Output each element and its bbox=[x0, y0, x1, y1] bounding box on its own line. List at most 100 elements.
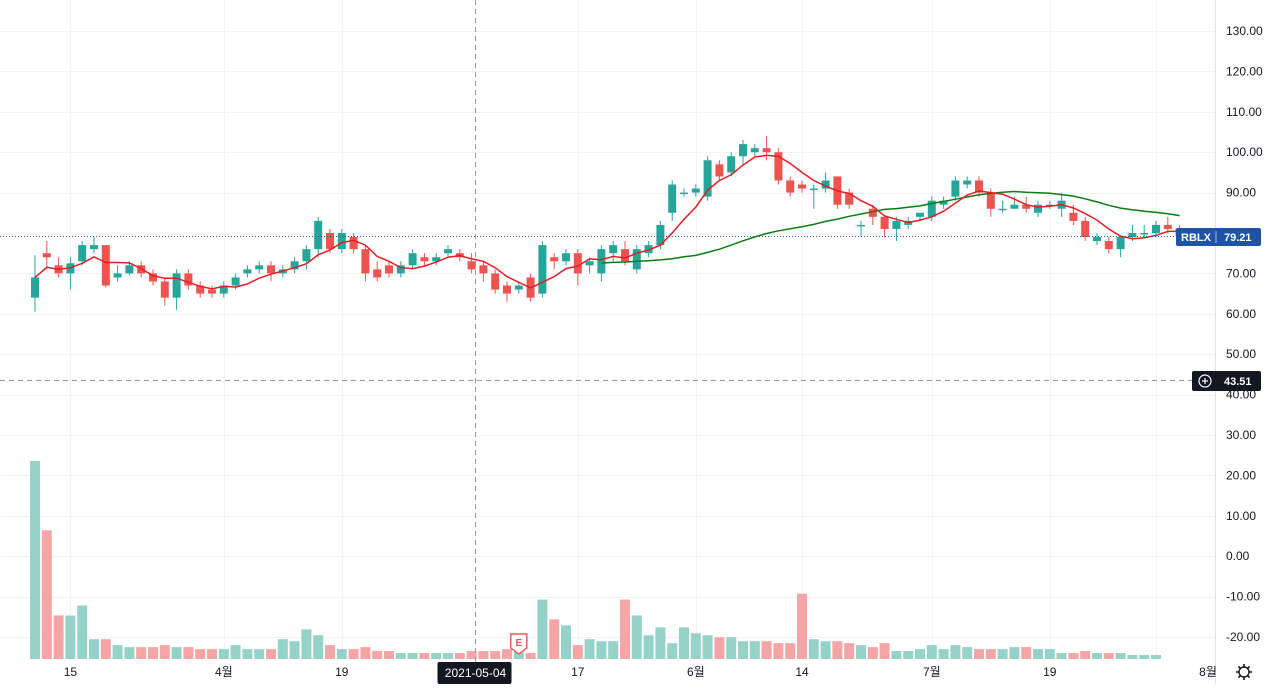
candle-body-49 bbox=[609, 245, 618, 254]
volume-bar-70 bbox=[856, 645, 866, 659]
volume-bar-81 bbox=[985, 649, 996, 659]
volume-bar-74 bbox=[903, 651, 914, 659]
volume-bar-9 bbox=[136, 647, 147, 659]
candle-body-46 bbox=[573, 253, 582, 274]
volume-bar-44 bbox=[549, 619, 560, 659]
settings-gear-icon[interactable] bbox=[1238, 666, 1250, 678]
candle-body-82 bbox=[998, 208, 1007, 211]
volume-bar-14 bbox=[195, 649, 206, 659]
chart-settings[interactable] bbox=[1236, 664, 1252, 680]
candle-body-66 bbox=[809, 188, 818, 191]
time-axis[interactable]: 15 4월 19 17 6월 14 7월 19 8월 bbox=[64, 665, 1217, 679]
candle-body-39 bbox=[491, 273, 500, 290]
volume-bar-7 bbox=[112, 645, 123, 659]
y-tick-label-12: 10.00 bbox=[1226, 509, 1256, 523]
price-axis[interactable]: 130.00120.00110.00100.0090.0080.0070.006… bbox=[1226, 24, 1263, 644]
candle-body-95 bbox=[1152, 224, 1160, 233]
candle-body-83 bbox=[1010, 204, 1019, 209]
volume-bar-8 bbox=[124, 647, 135, 659]
crosshair bbox=[0, 0, 1215, 662]
candle-body-22 bbox=[290, 261, 299, 270]
candle-body-71 bbox=[868, 208, 877, 217]
volume-bar-91 bbox=[1103, 653, 1114, 659]
symbol-label: RBLX bbox=[1181, 232, 1212, 244]
candle-body-52 bbox=[644, 245, 653, 254]
volume-bar-21 bbox=[277, 639, 288, 659]
crosshair-date-label: 2021-05-04 bbox=[445, 666, 507, 680]
volume-bar-31 bbox=[395, 653, 406, 659]
symbol-price-badge-bg bbox=[1176, 228, 1261, 246]
candle-body-75 bbox=[916, 212, 924, 217]
settings-gear-teeth bbox=[1236, 664, 1252, 680]
volume-bar-6 bbox=[100, 639, 111, 659]
volume-bar-58 bbox=[714, 637, 725, 659]
candle-body-50 bbox=[621, 249, 629, 262]
candle-body-59 bbox=[727, 156, 736, 173]
volume-bar-92 bbox=[1115, 653, 1126, 659]
y-tick-label-4: 90.00 bbox=[1226, 186, 1256, 200]
candle-body-84 bbox=[1022, 204, 1031, 209]
candle-body-53 bbox=[656, 224, 665, 246]
volume-bar-25 bbox=[325, 645, 335, 659]
earnings-label: E bbox=[515, 638, 522, 649]
candle-body-18 bbox=[243, 269, 252, 274]
volume-bar-93 bbox=[1127, 655, 1138, 659]
volume-bar-55 bbox=[679, 627, 689, 659]
volume-bar-3 bbox=[65, 615, 76, 659]
volume-bar-17 bbox=[230, 645, 241, 659]
candle-body-73 bbox=[892, 220, 901, 229]
volume-bar-32 bbox=[407, 653, 418, 659]
volume-bar-72 bbox=[879, 643, 890, 659]
candle-body-92 bbox=[1116, 237, 1125, 250]
candle-body-5 bbox=[90, 245, 98, 250]
volume-bar-57 bbox=[702, 635, 713, 659]
y-tick-label-6: 70.00 bbox=[1226, 266, 1256, 280]
volume-bar-71 bbox=[867, 647, 878, 659]
candle-body-51 bbox=[632, 249, 641, 270]
volume-bar-79 bbox=[962, 647, 973, 659]
candles bbox=[31, 136, 1184, 312]
y-tick-label-9: 40.00 bbox=[1226, 388, 1256, 402]
volume-bar-64 bbox=[785, 643, 796, 659]
candle-body-44 bbox=[550, 257, 559, 262]
candle-body-43 bbox=[538, 245, 547, 294]
candle-body-67 bbox=[821, 180, 830, 189]
candle-body-24 bbox=[314, 220, 323, 250]
volume-bar-34 bbox=[431, 653, 442, 659]
y-tick-label-2: 110.00 bbox=[1226, 105, 1262, 119]
last-price-label: 79.21 bbox=[1224, 232, 1252, 244]
x-tick-label-7: 19 bbox=[1043, 665, 1057, 679]
candle-body-28 bbox=[361, 249, 370, 274]
volume-bar-0 bbox=[30, 461, 40, 659]
grid bbox=[0, 0, 1215, 659]
volume-bar-18 bbox=[242, 649, 253, 659]
candle-body-4 bbox=[78, 245, 87, 262]
candle-body-80 bbox=[975, 180, 983, 193]
volume-bar-77 bbox=[938, 649, 949, 659]
volume-bar-46 bbox=[572, 645, 583, 659]
add-alert-icon[interactable] bbox=[1198, 374, 1212, 388]
candle-body-69 bbox=[845, 192, 854, 205]
volume-bar-86 bbox=[1044, 649, 1055, 659]
candle-body-12 bbox=[172, 273, 181, 298]
crosshair-price-label: 43.51 bbox=[1224, 376, 1252, 388]
ma-short-line bbox=[34, 154, 1180, 290]
earnings-icon[interactable] bbox=[510, 633, 528, 655]
volume-bar-85 bbox=[1033, 649, 1043, 659]
volume-bar-40 bbox=[502, 649, 512, 659]
earnings-marker[interactable]: E bbox=[510, 633, 528, 655]
ma-long-line bbox=[601, 190, 1180, 264]
candle-body-32 bbox=[408, 253, 417, 266]
candle-body-96 bbox=[1163, 224, 1172, 229]
volume-bar-5 bbox=[89, 639, 99, 659]
volume-bar-27 bbox=[348, 649, 359, 659]
volume-bar-53 bbox=[655, 627, 666, 659]
volume-bar-19 bbox=[254, 649, 265, 659]
candle-body-8 bbox=[125, 265, 134, 274]
y-tick-label-13: 0.00 bbox=[1226, 549, 1250, 563]
candle-body-27 bbox=[349, 237, 358, 250]
candle-body-60 bbox=[739, 144, 747, 157]
candle-body-34 bbox=[432, 257, 441, 262]
